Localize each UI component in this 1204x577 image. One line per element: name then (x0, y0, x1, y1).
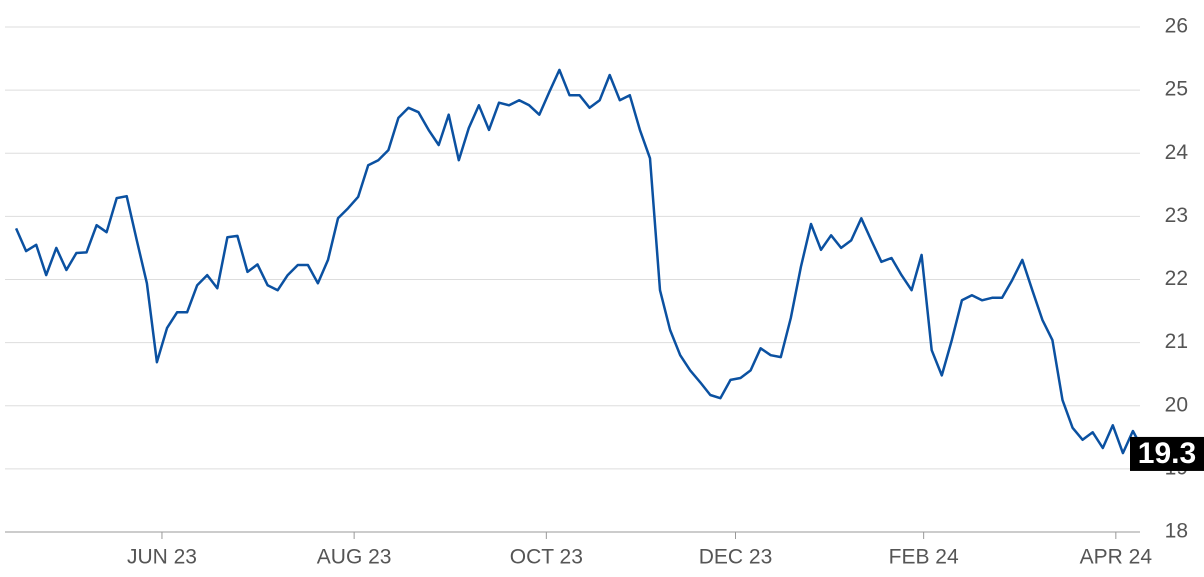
x-tick-label: DEC 23 (699, 546, 773, 569)
y-tick-label: 20 (1165, 393, 1188, 416)
last-value-label: 19.3 (1138, 437, 1196, 470)
price-line (14, 68, 1145, 455)
y-tick-label: 22 (1165, 267, 1188, 290)
last-value-box (1130, 436, 1204, 471)
x-tick-label: APR 24 (1080, 546, 1153, 569)
y-tick-label: 25 (1165, 78, 1188, 101)
y-tick-label: 23 (1165, 204, 1188, 227)
y-tick-label: 21 (1165, 330, 1188, 353)
x-tick-label: JUN 23 (127, 546, 197, 569)
y-tick-label: 26 (1165, 15, 1188, 38)
x-tick-label: AUG 23 (317, 546, 392, 569)
x-tick-label: OCT 23 (510, 546, 583, 569)
x-tick-label: FEB 24 (889, 546, 959, 569)
y-tick-label: 18 (1165, 520, 1188, 543)
y-tick-label: 24 (1165, 141, 1189, 164)
